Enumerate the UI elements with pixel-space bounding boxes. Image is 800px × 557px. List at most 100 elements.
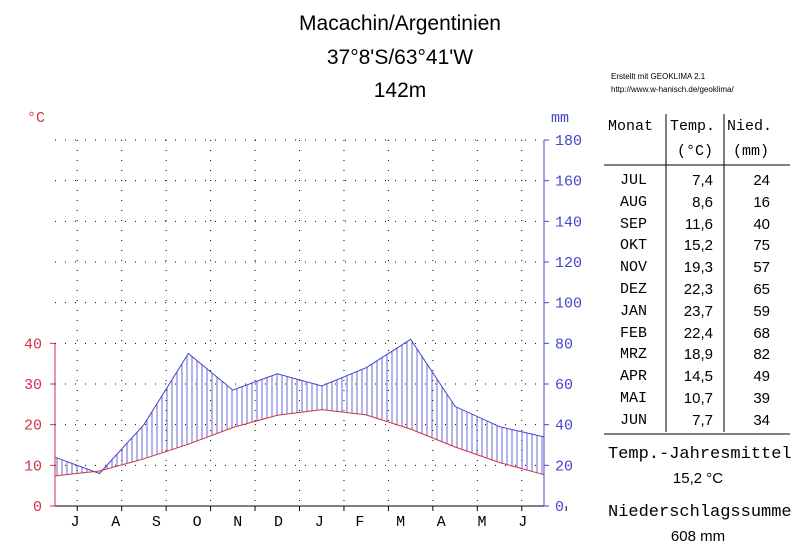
temperature-point bbox=[98, 470, 100, 472]
month-tick-label: M bbox=[396, 514, 405, 531]
table-cell-precip: 68 bbox=[753, 324, 770, 342]
table-cell-temp: 10,7 bbox=[683, 390, 713, 407]
table-cell-temp: 11,6 bbox=[684, 215, 713, 233]
temperature-line bbox=[54, 409, 545, 477]
precipitation-point bbox=[321, 385, 323, 387]
precipitation-point bbox=[410, 338, 412, 340]
month-tick-label: O bbox=[193, 514, 202, 531]
precipitation-line bbox=[54, 338, 545, 475]
table-cell-precip: 39 bbox=[753, 390, 770, 407]
temperature-point bbox=[454, 446, 456, 448]
humid-period-hatching bbox=[56, 341, 543, 476]
precipitation-point bbox=[276, 373, 278, 375]
precip-tick-label: 40 bbox=[555, 418, 573, 435]
table-cell-temp: 22,3 bbox=[683, 281, 713, 298]
table-cell-month: AUG bbox=[620, 193, 648, 211]
table-cell-month: MRZ bbox=[620, 346, 648, 364]
month-tick-label: J bbox=[315, 514, 324, 531]
table-dividers bbox=[604, 114, 790, 435]
precip-tick-label: 60 bbox=[555, 377, 573, 394]
precip-tick-label: 80 bbox=[555, 336, 573, 353]
table-cell-month: SEP bbox=[620, 215, 648, 233]
table-cell-temp: 23,7 bbox=[683, 302, 713, 320]
table-cell-precip: 65 bbox=[753, 281, 770, 298]
temp-tick-label: 0 bbox=[33, 499, 42, 516]
temp-axis-unit: °C bbox=[27, 110, 45, 127]
temperature-point bbox=[410, 428, 412, 430]
precipitation-point bbox=[365, 367, 367, 369]
credit-line: Erstellt mit GEOKLIMA 2.1 bbox=[611, 72, 706, 81]
precip-axis-unit: mm bbox=[551, 110, 569, 127]
annual-temp-value: 15,2 °C bbox=[672, 470, 724, 487]
temperature-point bbox=[276, 414, 278, 416]
month-tick-label: N bbox=[233, 514, 242, 531]
precip-axis-ticks: 0 20 40 60 80 100 120 140 160 180 bbox=[544, 133, 582, 516]
temperature-point bbox=[232, 427, 234, 429]
temp-tick-label: 40 bbox=[24, 336, 42, 353]
temperature-point bbox=[365, 414, 367, 416]
table-cell-precip: 16 bbox=[753, 193, 770, 211]
table-cell-precip: 40 bbox=[753, 215, 770, 233]
table-header-temp-unit: (°C) bbox=[677, 143, 714, 160]
precip-tick-label: 160 bbox=[555, 174, 582, 191]
table-cell-temp: 7,4 bbox=[692, 172, 713, 189]
precipitation-point bbox=[98, 472, 100, 474]
precip-tick-label: 120 bbox=[555, 255, 582, 272]
month-tick-label: D bbox=[274, 514, 283, 531]
table-cell-month: JUL bbox=[620, 172, 648, 189]
temp-tick-label: 20 bbox=[24, 418, 42, 435]
chart-frame bbox=[55, 140, 544, 506]
precip-tick-label: 20 bbox=[555, 458, 573, 475]
temp-tick-label: 10 bbox=[24, 458, 42, 475]
table-cell-precip: 57 bbox=[753, 259, 770, 277]
table-cell-month: NOV bbox=[620, 259, 648, 277]
month-tick-label: M bbox=[477, 514, 486, 531]
table-cell-precip: 49 bbox=[753, 368, 770, 386]
month-tick-label: S bbox=[152, 514, 161, 531]
precip-tick-label: 0 bbox=[555, 499, 564, 516]
table-cell-month: MAI bbox=[620, 390, 648, 407]
table-cell-month: FEB bbox=[620, 324, 648, 342]
annual-temp-label: Temp.-Jahresmittel bbox=[608, 445, 792, 464]
table-cell-month: APR bbox=[620, 368, 648, 386]
table-cell-temp: 18,9 bbox=[683, 346, 713, 364]
month-tick-label: J bbox=[518, 514, 527, 531]
table-cell-precip: 24 bbox=[753, 172, 770, 189]
table-header-precip-unit: (mm) bbox=[733, 143, 770, 160]
table-cell-temp: 22,4 bbox=[683, 324, 713, 342]
chart-title-station: Macachin/Argentinien bbox=[299, 12, 501, 35]
table-cell-month: JUN bbox=[620, 411, 648, 429]
month-tick-label: J bbox=[70, 514, 79, 531]
temperature-point bbox=[143, 458, 145, 460]
table-cell-temp: 7,7 bbox=[692, 411, 713, 429]
table-cell-precip: 59 bbox=[753, 302, 770, 320]
series-lines bbox=[54, 338, 545, 477]
table-header-month: Monat bbox=[608, 118, 654, 135]
table-cell-month: JAN bbox=[620, 302, 648, 320]
chart-axes bbox=[54, 140, 545, 507]
precipitation-point bbox=[143, 424, 145, 426]
precip-tick-label: 140 bbox=[555, 214, 582, 231]
temperature-point bbox=[499, 461, 501, 463]
table-cell-temp: 15,2 bbox=[683, 237, 713, 255]
credit-url: http://www.w-hanisch.de/geoklima/ bbox=[611, 85, 734, 94]
precip-tick-label: 100 bbox=[555, 296, 582, 313]
table-cell-month: DEZ bbox=[620, 281, 648, 298]
table-header-precip: Nied. bbox=[727, 118, 773, 135]
table-header-temp: Temp. bbox=[670, 118, 716, 135]
chart-title-elevation: 142m bbox=[373, 79, 427, 102]
temperature-point bbox=[321, 409, 323, 411]
month-tick-label: A bbox=[111, 514, 120, 531]
precip-tick-label: 180 bbox=[555, 133, 582, 150]
precipitation-point bbox=[187, 353, 189, 354]
table-cell-precip: 34 bbox=[753, 411, 770, 429]
precipitation-point bbox=[454, 405, 456, 407]
table-cell-temp: 19,3 bbox=[683, 259, 713, 277]
temp-axis-ticks: 0 10 20 30 40 bbox=[24, 336, 55, 516]
temp-tick-label: 30 bbox=[24, 377, 42, 394]
table-cell-precip: 75 bbox=[753, 237, 770, 255]
table-cell-temp: 8,6 bbox=[692, 193, 713, 211]
chart-grid bbox=[55, 139, 544, 506]
